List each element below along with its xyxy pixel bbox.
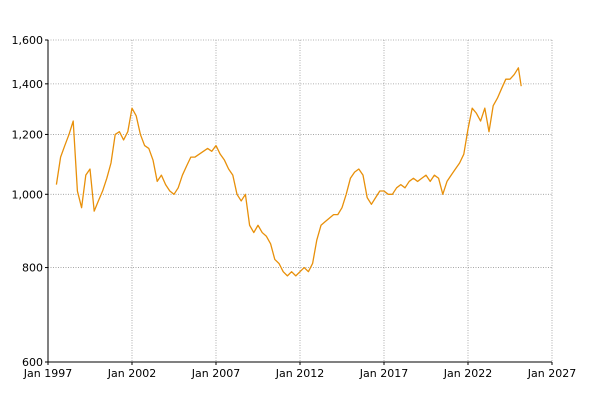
series-line (55, 67, 522, 277)
x-tick-label: Jan 2007 (191, 367, 240, 380)
y-tick-label: 800 (22, 262, 43, 275)
y-tick-label: 1,000 (12, 188, 44, 201)
tick-labels: 600 800 1,000 1,200 1,400 1,600 Jan 1997 Jan 20… (12, 34, 577, 380)
x-tick-label: Jan 2022 (443, 367, 492, 380)
x-tick-label: Jan 2012 (275, 367, 324, 380)
x-tick-label: Jan 2027 (527, 367, 576, 380)
y-tick-label: 600 (22, 356, 43, 369)
grid-lines (48, 39, 553, 363)
y-tick-label: 1,400 (12, 78, 44, 91)
axes (45, 39, 553, 365)
y-tick-label: 1,200 (12, 128, 44, 141)
x-tick-label: Jan 2017 (359, 367, 408, 380)
series-layer (55, 67, 522, 277)
x-tick-label: Jan 2002 (107, 367, 156, 380)
x-tick-label: Jan 1997 (23, 367, 72, 380)
y-tick-label: 1,600 (12, 34, 44, 47)
